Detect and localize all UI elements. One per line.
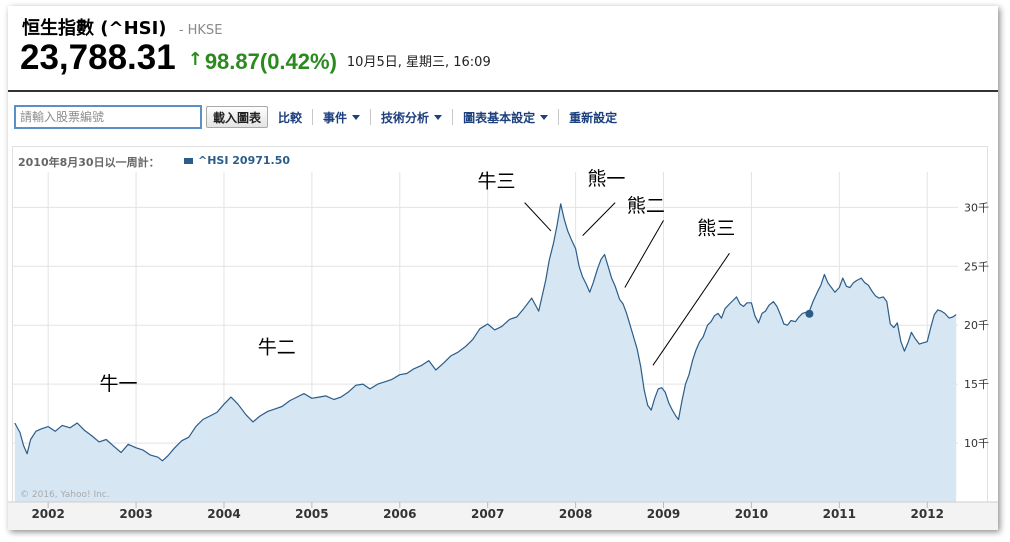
toolbar-separator bbox=[370, 109, 372, 125]
quote-timestamp: 10月5日, 星期三, 16:09 bbox=[346, 55, 491, 70]
chart-annotation: 熊二 bbox=[627, 195, 665, 217]
x-tick-label: 2006 bbox=[383, 507, 416, 521]
x-tick-label: 2002 bbox=[31, 507, 64, 521]
chart-toolbar: 載入圖表 比較 事件 技術分析 圖表基本設定 重新設定 bbox=[14, 105, 617, 129]
chart-settings-menu[interactable]: 圖表基本設定 bbox=[463, 109, 549, 126]
chart-annotation: 牛一 bbox=[99, 373, 137, 395]
events-menu-label: 事件 bbox=[323, 110, 348, 125]
series-swatch bbox=[184, 158, 193, 164]
chart-annotation: 熊三 bbox=[697, 217, 735, 239]
index-title: 恒生指數 (^HSI) - HKSE bbox=[22, 14, 222, 40]
x-tick-label: 2011 bbox=[823, 507, 856, 521]
quote-page-window: 恒生指數 (^HSI) - HKSE 23,788.31 ↑ 98.87(0.4… bbox=[8, 6, 998, 530]
y-tick-label: 25千 bbox=[964, 260, 989, 273]
y-tick-label: 15千 bbox=[964, 378, 989, 391]
technical-analysis-label: 技術分析 bbox=[381, 110, 430, 125]
exchange-label: - HKSE bbox=[178, 23, 223, 38]
annotation-pointer bbox=[652, 253, 730, 366]
x-tick-label: 2007 bbox=[471, 507, 504, 521]
technical-analysis-menu[interactable]: 技術分析 bbox=[381, 109, 443, 126]
compare-link[interactable]: 比較 bbox=[278, 110, 303, 125]
series-area bbox=[14, 203, 957, 503]
y-tick-label: 10千 bbox=[964, 437, 989, 450]
header-divider bbox=[8, 90, 998, 92]
price-change: 98.87(0.42%) bbox=[204, 49, 337, 74]
chevron-down-icon bbox=[352, 114, 361, 120]
quote-row: 23,788.31 ↑ 98.87(0.42%) 10月5日, 星期三, 16:… bbox=[20, 38, 491, 78]
chart-annotation: 熊一 bbox=[587, 168, 625, 190]
toolbar-separator bbox=[558, 109, 560, 125]
x-tick-label: 2010 bbox=[735, 507, 768, 521]
chevron-down-icon bbox=[434, 114, 443, 120]
chart-copyright: © 2016, Yahoo! Inc. bbox=[20, 490, 110, 500]
x-tick-label: 2012 bbox=[911, 507, 944, 521]
symbol-search-input[interactable] bbox=[14, 105, 202, 129]
toolbar-separator bbox=[452, 109, 454, 125]
x-axis-band bbox=[8, 502, 998, 530]
index-name: 恒生指數 (^HSI) bbox=[22, 18, 167, 39]
price-chart[interactable]: 2002 2003 2004 2005 2006 2007 2008 2009 2010 2011… bbox=[8, 6, 998, 530]
x-tick-label: 2008 bbox=[559, 507, 592, 521]
last-price: 23,788.31 bbox=[20, 38, 176, 77]
x-tick-label: 2003 bbox=[119, 507, 152, 521]
chart-annotation: 牛三 bbox=[477, 170, 515, 192]
series-line bbox=[14, 203, 957, 462]
annotation-pointer bbox=[624, 220, 664, 288]
chart-range-text: 2010年8月30日以一周計： bbox=[18, 156, 160, 169]
chart-annotation: 牛二 bbox=[258, 337, 296, 359]
y-tick-label: 30千 bbox=[964, 201, 989, 214]
x-tick-label: 2009 bbox=[647, 507, 680, 521]
series-legend-text: ^HSI 20971.50 bbox=[198, 154, 291, 167]
load-chart-button[interactable]: 載入圖表 bbox=[206, 106, 269, 128]
toolbar-separator bbox=[312, 109, 314, 125]
x-tick-label: 2005 bbox=[295, 507, 328, 521]
current-value-marker bbox=[805, 309, 814, 318]
chart-legend: 2010年8月30日以一周計： ^HSI 20971.50 bbox=[12, 150, 984, 172]
reset-link[interactable]: 重新設定 bbox=[569, 110, 618, 125]
annotation-pointer bbox=[582, 202, 616, 236]
x-tick-label: 2004 bbox=[207, 507, 240, 521]
annotation-pointer bbox=[524, 202, 552, 232]
y-tick-label: 20千 bbox=[964, 319, 989, 332]
events-menu[interactable]: 事件 bbox=[323, 109, 361, 126]
chevron-down-icon bbox=[540, 114, 549, 120]
chart-settings-label: 圖表基本設定 bbox=[463, 110, 536, 125]
up-arrow-icon: ↑ bbox=[187, 49, 203, 70]
